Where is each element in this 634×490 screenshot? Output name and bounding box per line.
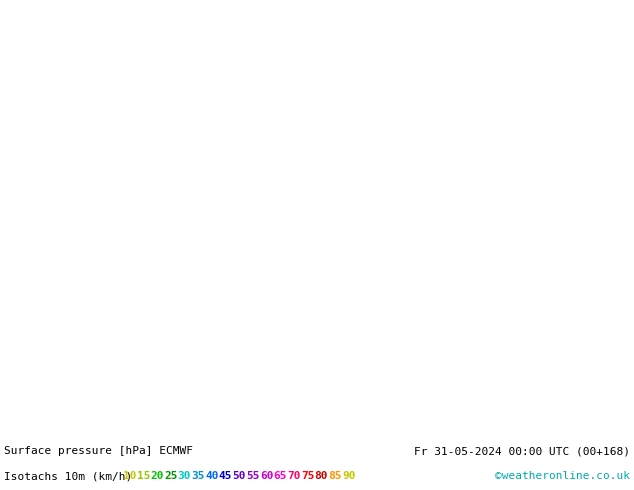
Text: 45: 45	[219, 471, 232, 481]
Text: Surface pressure [hPa] ECMWF: Surface pressure [hPa] ECMWF	[4, 446, 193, 456]
Text: 85: 85	[328, 471, 342, 481]
Text: 35: 35	[191, 471, 205, 481]
Text: 25: 25	[164, 471, 178, 481]
Text: 60: 60	[260, 471, 273, 481]
Text: 15: 15	[136, 471, 150, 481]
Text: 40: 40	[205, 471, 219, 481]
Text: ©weatheronline.co.uk: ©weatheronline.co.uk	[495, 471, 630, 481]
Text: 70: 70	[287, 471, 301, 481]
Text: Isotachs 10m (km/h): Isotachs 10m (km/h)	[4, 471, 133, 481]
Text: 50: 50	[233, 471, 246, 481]
Text: 20: 20	[150, 471, 164, 481]
Text: 75: 75	[301, 471, 314, 481]
Text: 90: 90	[342, 471, 356, 481]
Text: 30: 30	[178, 471, 191, 481]
Text: 80: 80	[314, 471, 328, 481]
Text: Fr 31-05-2024 00:00 UTC (00+168): Fr 31-05-2024 00:00 UTC (00+168)	[414, 446, 630, 456]
Text: 55: 55	[246, 471, 260, 481]
Text: 10: 10	[123, 471, 136, 481]
Text: 65: 65	[274, 471, 287, 481]
